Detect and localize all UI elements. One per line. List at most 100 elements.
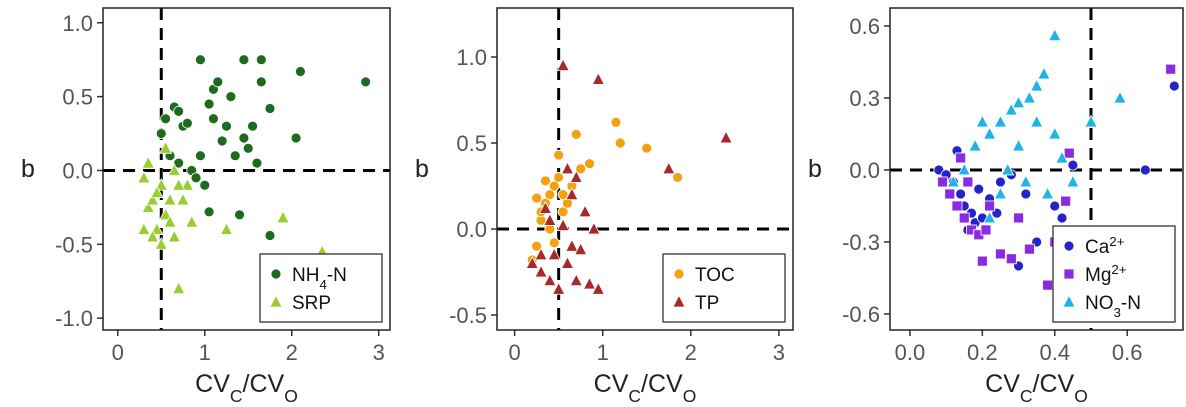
point: [255, 54, 267, 66]
point: [984, 200, 995, 212]
y-axis-label: b: [808, 155, 822, 183]
point: [543, 213, 557, 226]
point: [584, 158, 595, 170]
point: [276, 210, 290, 224]
point: [158, 140, 173, 154]
point: [995, 248, 1006, 260]
x-tick-label: 0.2: [967, 340, 998, 365]
x-axis-label: CVC/CVQ: [985, 370, 1088, 402]
point: [141, 155, 155, 169]
point: [565, 187, 579, 201]
x-tick-label: 0: [508, 340, 520, 365]
point: [1048, 126, 1062, 140]
legend-marker: [1063, 268, 1075, 280]
point: [212, 76, 224, 88]
point: [145, 229, 160, 243]
point: [944, 188, 956, 200]
point: [560, 161, 575, 175]
legend-label: NO3-N: [1085, 293, 1141, 320]
point: [531, 192, 543, 204]
legend-label: Mg2+: [1085, 262, 1127, 287]
point: [1042, 279, 1053, 291]
x-tick-label: 0.0: [895, 340, 926, 365]
point: [552, 281, 566, 295]
point: [556, 218, 570, 231]
point: [578, 204, 592, 218]
point: [255, 76, 267, 88]
y-tick-label: 0.0: [456, 217, 487, 242]
legend-marker: [1063, 240, 1075, 252]
point: [295, 66, 306, 77]
x-tick-label: 2: [286, 340, 298, 365]
y-tick-label: -0.3: [842, 230, 880, 255]
point: [976, 255, 988, 267]
legend-marker: [673, 268, 685, 280]
point: [221, 120, 232, 132]
y-tick-label: 0.0: [849, 158, 880, 183]
point: [1066, 174, 1080, 188]
point: [137, 222, 151, 235]
text-segment: /CV: [243, 370, 285, 398]
legend-box: [662, 253, 786, 323]
y-tick-label: -0.5: [449, 303, 487, 328]
point: [556, 58, 570, 72]
text-segment: -N: [1121, 293, 1141, 314]
point: [141, 200, 155, 213]
point: [195, 150, 206, 162]
point: [150, 185, 164, 199]
point: [1055, 150, 1069, 164]
y-tick-label: 0.0: [62, 158, 93, 183]
point: [163, 214, 177, 228]
legend-marker: [270, 268, 282, 280]
point: [1013, 212, 1024, 224]
x-tick-label: 0.6: [1112, 340, 1143, 365]
point: [662, 161, 676, 175]
point: [1037, 66, 1051, 80]
point: [1024, 243, 1035, 255]
x-axis-label: CVC/CVQ: [594, 370, 697, 402]
point: [242, 142, 254, 154]
point: [968, 138, 982, 152]
point: [1019, 174, 1033, 188]
point: [1022, 90, 1037, 104]
legend-marker: [672, 294, 686, 308]
y-tick-label: -0.6: [842, 302, 880, 327]
point: [587, 221, 601, 235]
point: [185, 214, 199, 228]
point: [1005, 253, 1017, 265]
point: [1011, 95, 1026, 109]
point: [955, 152, 967, 164]
point: [957, 162, 971, 176]
text-segment: C: [230, 386, 243, 402]
legend-marker: [1062, 294, 1076, 308]
x-tick-label: 2: [685, 340, 697, 365]
point: [569, 170, 583, 183]
text-segment: 4: [319, 277, 326, 292]
point: [264, 103, 276, 114]
legend-label: TOC: [695, 265, 735, 286]
point: [610, 116, 622, 128]
point: [980, 224, 992, 236]
point: [993, 114, 1008, 128]
point: [1060, 195, 1072, 207]
y-tick-label: -1.0: [55, 306, 93, 331]
point: [1056, 212, 1068, 224]
point: [1004, 102, 1018, 116]
point: [575, 163, 587, 175]
point: [234, 209, 245, 221]
point: [557, 206, 569, 218]
point: [1030, 114, 1044, 128]
point: [216, 135, 228, 147]
point: [1067, 159, 1079, 171]
point: [1113, 90, 1127, 104]
x-tick-label: 3: [373, 340, 385, 365]
point: [553, 149, 565, 161]
text-segment: CV: [195, 370, 230, 398]
point: [137, 170, 151, 184]
point: [1020, 188, 1032, 200]
point: [1040, 186, 1055, 200]
y-tick-label: 0.3: [849, 86, 880, 111]
y-tick-label: 0.6: [849, 14, 880, 39]
